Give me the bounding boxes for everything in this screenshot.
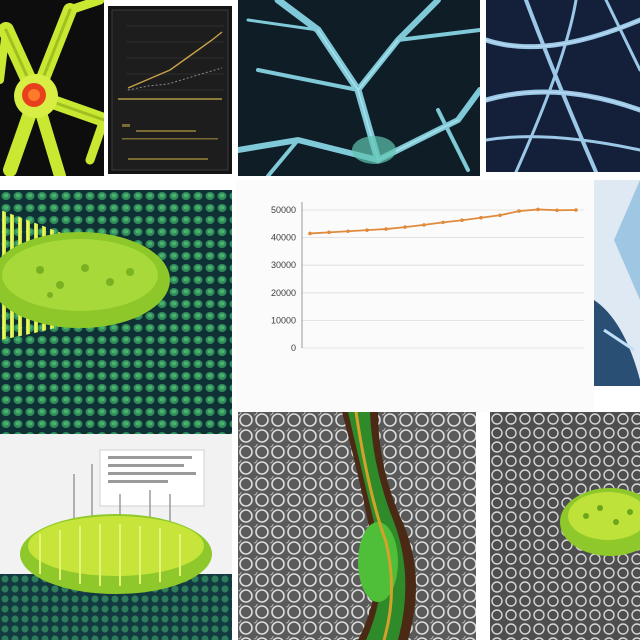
data-point [403, 225, 407, 229]
caterpillar-sign-tile [0, 434, 232, 640]
line-chart-tile: 0 10000 20000 30000 40000 50000 [236, 180, 594, 412]
y-tick-label: 50000 [271, 205, 296, 215]
y-tick-label: 0 [291, 343, 296, 353]
data-point [479, 215, 483, 220]
data-point [517, 209, 521, 213]
villi-image [238, 412, 476, 640]
data-point [441, 220, 445, 225]
y-tick-label: 30000 [271, 260, 296, 270]
villi-tile [238, 412, 476, 640]
neuron-image [0, 0, 104, 176]
green-cell-image [490, 412, 640, 640]
data-point [346, 229, 350, 234]
blue-fragment-tile [594, 180, 640, 386]
data-point [536, 207, 540, 212]
neuron-tile [0, 0, 104, 176]
data-point [365, 228, 369, 232]
dark-chart-tile [108, 6, 232, 174]
data-point [422, 223, 426, 227]
line-chart: 0 10000 20000 30000 40000 50000 [271, 202, 584, 353]
data-point [460, 218, 464, 223]
blue-dendrite-tile [238, 0, 480, 176]
blue-fragment-image [594, 180, 640, 386]
data-point [308, 231, 312, 236]
data-point [498, 213, 502, 218]
y-tick-label: 10000 [271, 315, 296, 325]
blue-network-tile [486, 0, 640, 172]
data-point [555, 208, 559, 213]
dark-chart-image [111, 9, 229, 171]
y-tick-label: 40000 [271, 233, 296, 243]
cilia-tile [0, 190, 232, 434]
data-point [384, 227, 388, 231]
cilia-image [0, 190, 232, 434]
y-tick-label: 20000 [271, 288, 296, 298]
green-cell-tile [490, 412, 640, 640]
data-point [574, 208, 578, 212]
blue-dendrite-image [238, 0, 480, 176]
blue-network-image [486, 0, 640, 172]
data-point [327, 230, 331, 235]
caterpillar-sign-image [0, 434, 232, 640]
